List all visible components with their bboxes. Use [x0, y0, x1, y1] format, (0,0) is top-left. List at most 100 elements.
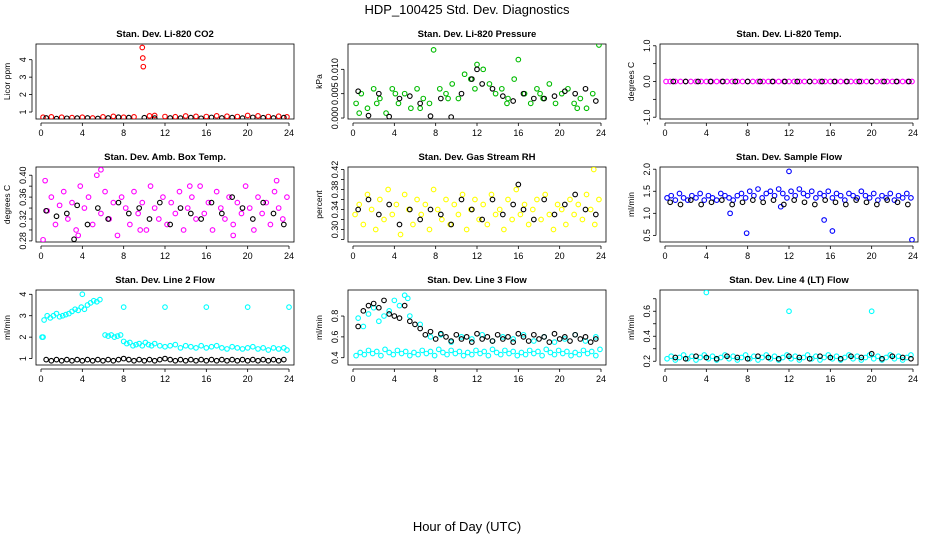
data-point — [448, 114, 455, 119]
data-point — [230, 221, 237, 228]
data-point — [459, 191, 466, 198]
data-point — [151, 205, 158, 211]
data-point — [146, 216, 153, 222]
data-point — [727, 210, 733, 217]
data-point — [244, 357, 251, 364]
data-point — [224, 357, 230, 364]
data-point — [280, 221, 287, 228]
data-point — [249, 216, 256, 222]
x-tick-label: 16 — [825, 128, 835, 138]
data-point — [817, 353, 823, 360]
data-point — [592, 98, 599, 104]
data-point — [141, 114, 148, 119]
data-point — [703, 354, 710, 361]
data-point — [829, 195, 836, 201]
data-point — [73, 227, 79, 233]
data-point — [703, 290, 710, 296]
data-point — [501, 226, 507, 233]
data-point — [193, 113, 199, 119]
series-secondary — [355, 181, 599, 228]
y-tick-label: 2 — [18, 335, 28, 340]
data-point — [870, 355, 877, 362]
data-point — [889, 353, 896, 360]
data-point — [502, 347, 508, 354]
data-point — [463, 334, 470, 340]
data-point — [151, 112, 158, 119]
data-point — [81, 306, 88, 313]
data-point — [222, 216, 228, 222]
data-point — [499, 211, 506, 218]
data-point — [786, 308, 792, 315]
data-point — [234, 113, 241, 119]
panel-title: Stan. Dev. Line 4 (LT) Flow — [729, 275, 849, 286]
data-point — [234, 199, 241, 206]
data-point — [541, 334, 548, 340]
data-point — [74, 115, 81, 119]
data-point — [382, 346, 388, 353]
data-point — [79, 114, 86, 119]
data-point — [899, 78, 906, 85]
x-tick-label: 0 — [350, 374, 355, 384]
data-points — [353, 44, 602, 119]
y-tick-label: 0.38 — [330, 181, 340, 199]
data-point — [755, 353, 761, 360]
data-point — [437, 330, 444, 337]
data-point — [884, 78, 891, 85]
data-point — [784, 195, 790, 201]
data-point — [568, 352, 574, 359]
data-point — [118, 194, 125, 200]
series-primary — [663, 78, 915, 85]
y-tick-label: 2.0 — [642, 163, 652, 176]
data-point — [218, 345, 225, 351]
data-point — [251, 227, 257, 233]
data-point — [275, 113, 282, 119]
data-point — [239, 205, 246, 211]
data-point — [713, 78, 720, 85]
data-point — [417, 100, 424, 107]
data-point — [873, 78, 880, 85]
data-point — [431, 352, 438, 359]
data-point — [489, 346, 496, 353]
data-point — [804, 192, 811, 199]
data-point — [884, 197, 891, 203]
x-tick-label: 12 — [784, 128, 794, 138]
data-point — [713, 197, 720, 203]
data-point — [432, 336, 439, 342]
x-tick-label: 8 — [121, 128, 126, 138]
data-point — [899, 357, 906, 363]
data-point — [713, 355, 720, 362]
data-point — [115, 114, 122, 119]
y-tick-label: 4 — [18, 292, 28, 297]
data-point — [786, 168, 792, 175]
data-point — [404, 295, 411, 302]
data-point — [63, 210, 70, 217]
x-tick-label: 24 — [596, 251, 606, 261]
data-point — [373, 348, 380, 355]
data-point — [445, 95, 451, 102]
data-point — [372, 226, 379, 233]
data-point — [77, 183, 84, 190]
data-point — [218, 356, 225, 363]
data-point — [827, 354, 834, 361]
data-point — [422, 331, 429, 338]
data-point — [151, 340, 158, 347]
series-secondary — [43, 194, 287, 242]
data-point — [765, 354, 772, 361]
data-point — [680, 195, 687, 201]
data-point — [769, 78, 776, 85]
data-point — [456, 348, 463, 355]
data-point — [392, 90, 399, 97]
data-point — [904, 201, 911, 208]
data-point — [146, 113, 153, 119]
data-point — [808, 188, 815, 195]
data-point — [355, 88, 362, 95]
data-point — [115, 356, 122, 363]
x-tick-label: 4 — [80, 374, 85, 384]
data-point — [868, 308, 875, 315]
x-tick-label: 0 — [350, 251, 355, 261]
data-point — [458, 334, 465, 340]
data-point — [489, 85, 496, 92]
data-point — [117, 332, 124, 338]
data-point — [734, 354, 741, 361]
data-point — [858, 78, 865, 85]
